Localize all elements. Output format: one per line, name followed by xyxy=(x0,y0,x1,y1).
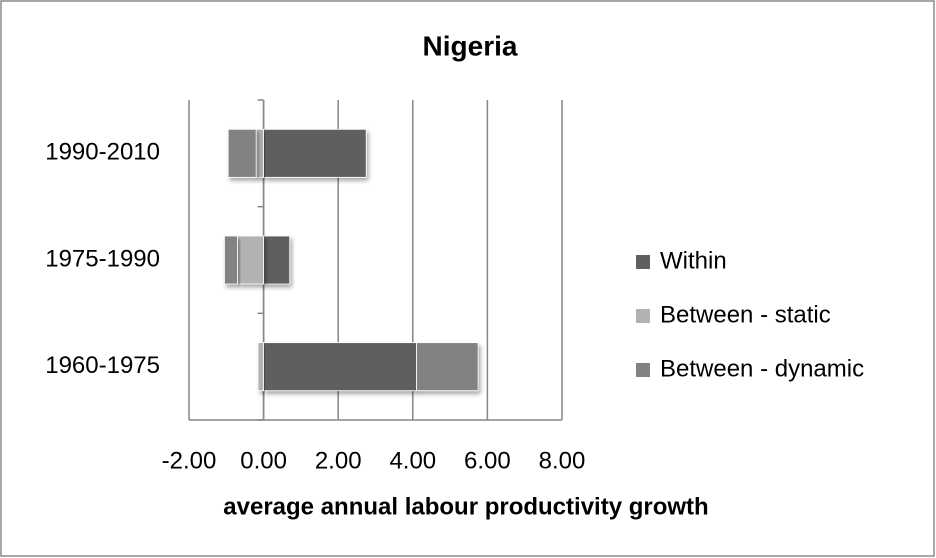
legend-label: Between - static xyxy=(660,301,831,328)
chart-title: Nigeria xyxy=(423,30,518,61)
bar xyxy=(416,342,479,392)
x-tick-label: 6.00 xyxy=(464,447,511,474)
y-tick-label: 1960-1975 xyxy=(45,352,160,379)
bar xyxy=(237,235,265,285)
bar xyxy=(263,128,367,178)
legend-label: Between - dynamic xyxy=(660,355,864,382)
legend-swatch xyxy=(636,363,650,377)
x-axis-label: average annual labour productivity growt… xyxy=(223,493,708,520)
x-tick-label: 2.00 xyxy=(315,447,362,474)
bar xyxy=(257,342,265,392)
legend-swatch xyxy=(636,255,650,269)
y-tick-label: 1975-1990 xyxy=(45,245,160,272)
bar xyxy=(227,128,257,178)
bar xyxy=(224,235,238,285)
x-tick-label: 0.00 xyxy=(240,447,287,474)
x-tick-label: 4.00 xyxy=(389,447,436,474)
bar xyxy=(263,342,417,392)
legend-swatch xyxy=(636,309,650,323)
y-tick-label: 1990-2010 xyxy=(45,139,160,166)
bar xyxy=(255,128,265,178)
legend-label: Within xyxy=(660,247,727,274)
x-tick-label: 8.00 xyxy=(539,447,586,474)
x-tick-label: -2.00 xyxy=(162,447,217,474)
bar xyxy=(263,235,291,285)
